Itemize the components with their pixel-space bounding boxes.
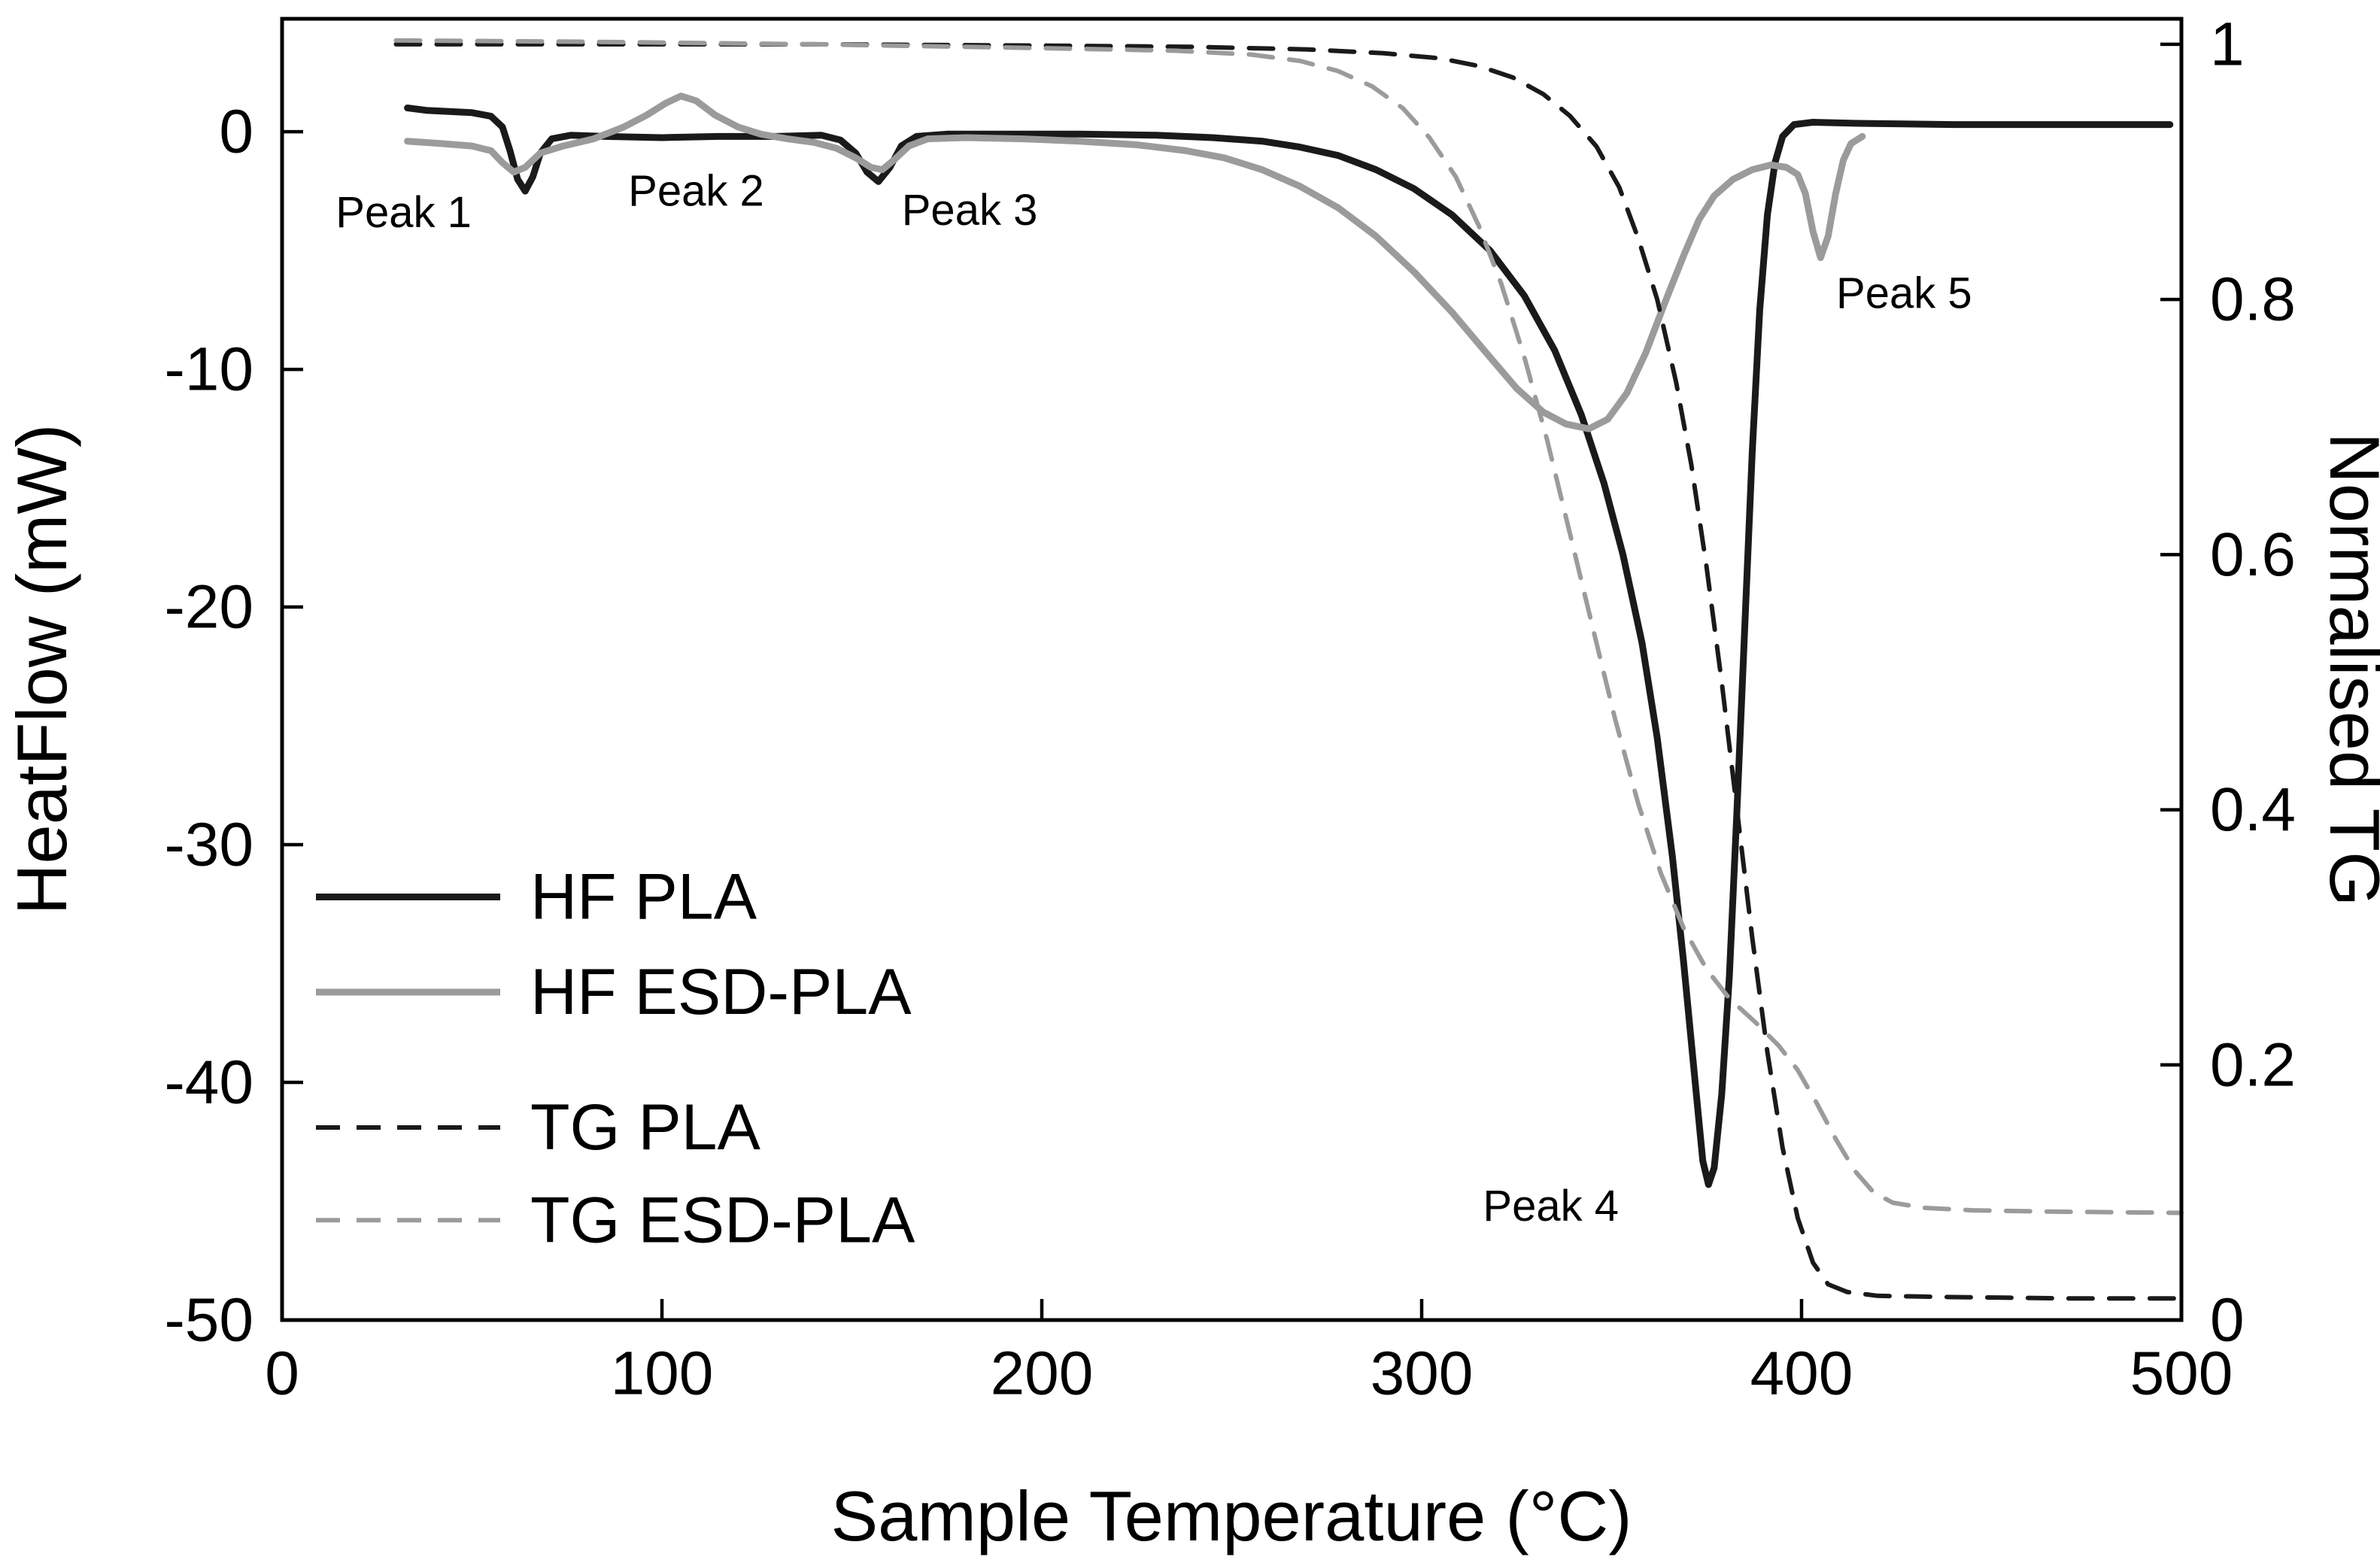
legend-item-hf-pla: HF PLA: [316, 861, 757, 933]
x-tick-label: 100: [611, 1339, 714, 1407]
legend-item-hf-esd-pla: HF ESD-PLA: [316, 956, 912, 1028]
series-line-tg-pla: [393, 41, 2184, 1301]
annotation-peak-1: Peak 1: [335, 188, 472, 237]
y-left-tick-label: -30: [164, 811, 253, 879]
y-right-tick-label: 0.4: [2210, 775, 2296, 844]
series-line-tg-esd-pla: [393, 38, 2184, 1215]
y-right-tick-label: 0.8: [2210, 266, 2296, 334]
x-tick-label: 300: [1371, 1339, 1474, 1407]
y-left-tick-label: -10: [164, 335, 253, 404]
annotation-peak-4: Peak 4: [1483, 1182, 1619, 1231]
x-axis-title: Sample Temperature (°C): [830, 1476, 1632, 1555]
ticks-group: [280, 42, 2184, 1322]
y-left-tick-label: -50: [164, 1286, 253, 1355]
annotation-peak-5: Peak 5: [1836, 269, 1972, 317]
legend-label-hf-esd-pla: HF ESD-PLA: [530, 956, 912, 1028]
left-axis-title: HeatFlow (mW): [2, 424, 81, 915]
x-tick-label: 0: [265, 1339, 299, 1407]
y-left-tick-label: -20: [164, 573, 253, 642]
series-line-hf-esd-pla: [404, 93, 1866, 432]
legend-label-tg-esd-pla: TG ESD-PLA: [530, 1184, 915, 1256]
plot-frame: [280, 17, 2184, 1322]
tick-labels-group: 0 100 200 300 400 5000-10-20-30-40-5010.80.60…: [164, 10, 2296, 1407]
legend: HF PLA HF ESD-PLA TG PLA TG ESD-PLA: [316, 861, 915, 1256]
series-line-hf-pla: [404, 105, 2174, 1188]
right-axis-title: Normalised TG: [2315, 432, 2380, 906]
legend-label-tg-pla: TG PLA: [530, 1091, 761, 1164]
y-right-tick-label: 0.6: [2210, 520, 2296, 589]
annotation-peak-3: Peak 3: [902, 186, 1038, 235]
y-left-tick-label: 0: [219, 98, 253, 166]
x-tick-label: 500: [2130, 1339, 2233, 1407]
legend-label-hf-pla: HF PLA: [530, 861, 757, 933]
series-group: [393, 38, 2184, 1301]
y-right-tick-label: 0.2: [2210, 1030, 2296, 1099]
y-right-tick-label: 0: [2210, 1286, 2245, 1355]
annotations-group: Peak 1 Peak 2 Peak 3 Peak 4 Peak 5: [335, 167, 1972, 1231]
legend-item-tg-pla: TG PLA: [316, 1091, 761, 1164]
legend-item-tg-esd-pla: TG ESD-PLA: [316, 1184, 915, 1256]
x-tick-label: 200: [991, 1339, 1094, 1407]
y-right-tick-label: 1: [2210, 10, 2245, 78]
y-left-tick-label: -40: [164, 1049, 253, 1117]
annotation-peak-2: Peak 2: [628, 167, 764, 216]
x-tick-label: 400: [1750, 1339, 1853, 1407]
